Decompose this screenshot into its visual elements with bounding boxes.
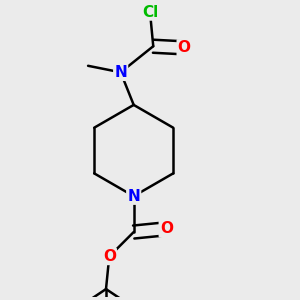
Text: N: N — [114, 65, 127, 80]
Text: O: O — [178, 40, 191, 56]
Text: N: N — [127, 189, 140, 204]
Text: Cl: Cl — [142, 4, 158, 20]
Text: O: O — [103, 249, 116, 264]
Text: O: O — [160, 221, 173, 236]
